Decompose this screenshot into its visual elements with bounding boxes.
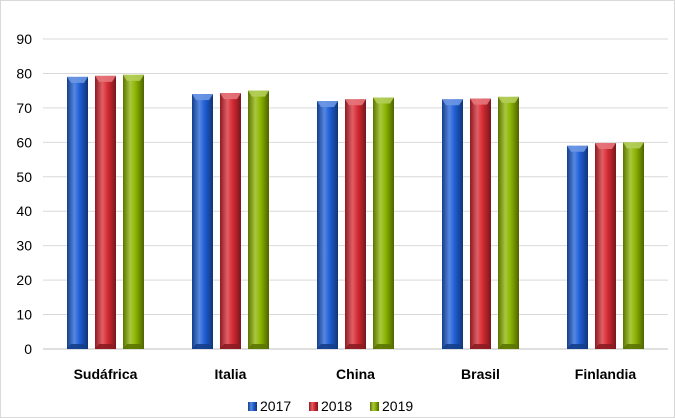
bar-china-2019	[373, 97, 394, 349]
bar-sudafrica-2017	[67, 76, 88, 349]
bar-sudafrica-2018	[95, 75, 116, 349]
bar-finlandia-2018	[595, 143, 616, 349]
y-tick-label-80: 80	[16, 65, 32, 81]
x-category-finlandia: Finlandia	[575, 366, 637, 382]
bar-brasil-2018	[470, 98, 491, 349]
legend-label-2017: 2017	[260, 398, 291, 414]
bar-italia-2019	[248, 90, 269, 350]
x-axis-categories: Sudáfrica Italia China Brasil Finlandia	[74, 366, 637, 382]
legend-item-2018: 2018	[309, 398, 352, 414]
legend-item-2017: 2017	[248, 398, 291, 414]
bar-china-2017	[317, 101, 338, 349]
y-tick-label-90: 90	[16, 31, 32, 47]
x-category-brasil: Brasil	[461, 366, 500, 382]
y-tick-label-30: 30	[16, 238, 32, 254]
legend: 2017 2018 2019	[248, 398, 413, 414]
y-tick-label-50: 50	[16, 169, 32, 185]
bar-italia-2018	[220, 93, 241, 349]
bar-italia-2017	[192, 94, 213, 349]
y-tick-label-0: 0	[24, 341, 32, 357]
y-tick-label-10: 10	[16, 307, 32, 323]
legend-swatch-2018	[309, 402, 318, 411]
legend-swatch-2019	[370, 402, 379, 411]
gridlines	[43, 38, 668, 350]
legend-label-2018: 2018	[321, 398, 352, 414]
legend-label-2019: 2019	[382, 398, 413, 414]
y-tick-label-20: 20	[16, 272, 32, 288]
x-category-italia: Italia	[215, 366, 247, 382]
bar-china-2018	[345, 99, 366, 350]
y-tick-label-40: 40	[16, 203, 32, 219]
legend-swatch-2017	[248, 402, 257, 411]
legend-item-2019: 2019	[370, 398, 413, 414]
y-tick-label-60: 60	[16, 134, 32, 150]
bar-brasil-2017	[442, 99, 463, 350]
x-category-sudafrica: Sudáfrica	[74, 366, 138, 382]
bar-finlandia-2017	[567, 145, 588, 349]
bars	[67, 74, 644, 350]
bar-brasil-2019	[498, 96, 519, 349]
y-axis-ticks: 0 10 20 30 40 50 60 70 80 90	[16, 31, 32, 357]
bar-sudafrica-2019	[123, 74, 144, 350]
y-tick-label-70: 70	[16, 100, 32, 116]
x-category-china: China	[336, 366, 375, 382]
bar-finlandia-2019	[623, 142, 644, 349]
